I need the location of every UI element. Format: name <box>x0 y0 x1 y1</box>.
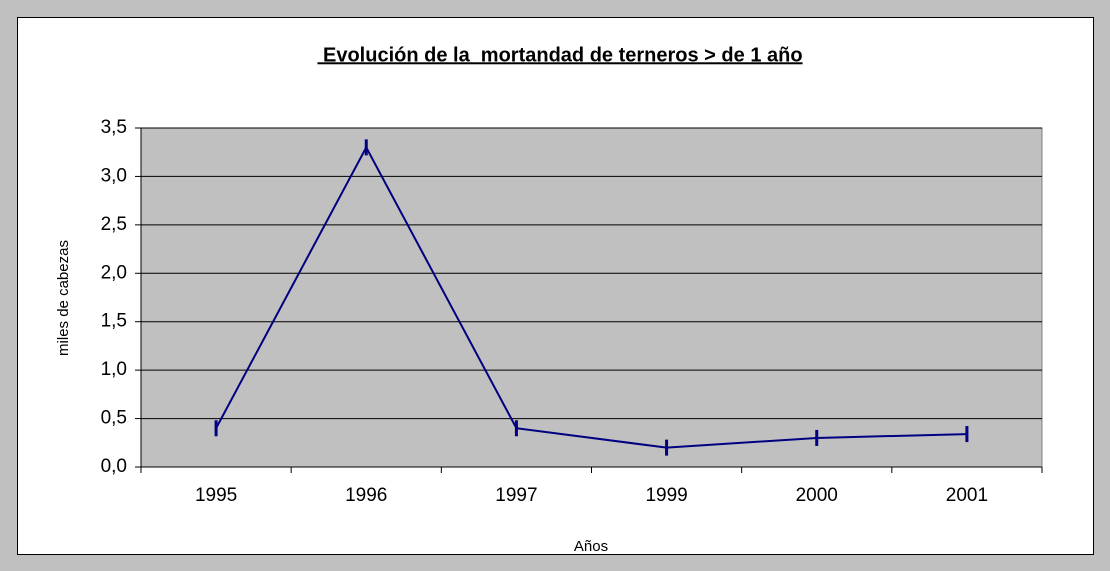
y-tick-label: 1,5 <box>101 311 127 332</box>
x-tick-label: 2001 <box>946 485 988 506</box>
y-tick-label: 1,0 <box>101 359 127 380</box>
x-tick-label: 2000 <box>796 485 838 506</box>
x-tick-label: 1995 <box>195 485 237 506</box>
x-tick-label: 1996 <box>345 485 387 506</box>
y-tick-label: 3,5 <box>101 117 127 138</box>
plot-area <box>140 127 1043 468</box>
x-tick-label: 1999 <box>645 485 687 506</box>
y-tick-label: 2,0 <box>101 262 127 283</box>
y-tick-label: 0,5 <box>101 408 127 429</box>
y-tick-label: 2,5 <box>101 214 127 235</box>
chart-title: Evolución de la mortandad de terneros > … <box>317 44 802 66</box>
data-line <box>215 145 967 449</box>
y-tick-label: 0,0 <box>101 456 127 477</box>
y-tick-label: 3,0 <box>101 165 127 186</box>
x-tick-label: 1997 <box>495 485 537 506</box>
x-axis-label: Años <box>574 538 608 555</box>
y-axis-label: miles de cabezas <box>55 240 72 356</box>
